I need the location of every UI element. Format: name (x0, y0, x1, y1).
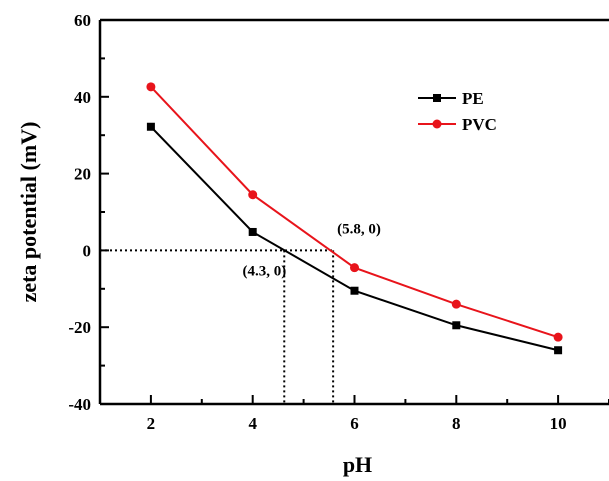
series-line-pvc (150, 86, 559, 339)
reference-lines (100, 249, 335, 404)
data-point-pvc (146, 82, 156, 92)
legend-label-pe: PE (462, 89, 484, 108)
data-point-pe (554, 346, 563, 355)
y-tick-label: 0 (83, 241, 92, 260)
data-point-pe (350, 286, 359, 295)
annotation-layer: (5.8, 0) (4.3, 0) (243, 221, 381, 279)
x-tick-label: 6 (350, 414, 359, 433)
x-tick-label: 2 (147, 414, 156, 433)
legend-marker-pe (433, 94, 441, 102)
y-tick-label: 60 (74, 11, 91, 30)
legend-marker-pvc (432, 119, 442, 129)
data-point-pe (248, 227, 257, 236)
legend: PE PVC (418, 89, 497, 134)
annotation-label: (5.8, 0) (337, 221, 381, 237)
data-point-pe (146, 122, 155, 131)
x-tick-label: 10 (550, 414, 567, 433)
y-tick-label: 20 (74, 165, 91, 184)
data-point-pe (452, 321, 461, 330)
annotation-label: (4.3, 0) (243, 263, 287, 279)
x-tick-label: 4 (248, 414, 257, 433)
y-axis-title: zeta potential (mV) (16, 122, 41, 303)
x-tick-label: 8 (452, 414, 461, 433)
y-tick-label: -40 (68, 395, 91, 414)
legend-label-pvc: PVC (462, 115, 497, 134)
x-axis-title: pH (343, 452, 372, 477)
data-point-pvc (451, 299, 461, 309)
data-point-pvc (248, 190, 258, 200)
data-point-pvc (553, 332, 563, 342)
series-layer (146, 82, 563, 355)
y-tick-label: 40 (74, 88, 91, 107)
y-tick-label: -20 (68, 318, 91, 337)
axes-layer: -40 -20 0 20 40 60 2 4 6 8 10 (68, 11, 609, 433)
data-point-pvc (350, 263, 359, 273)
